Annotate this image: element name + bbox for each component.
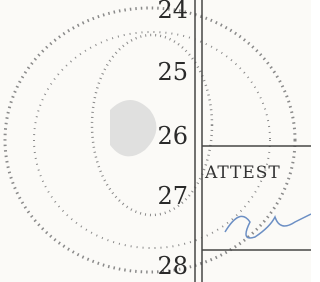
paper: [0, 0, 311, 282]
row-number: 26: [157, 122, 188, 150]
document-scan: 24 25 26 27 28 ATTEST: [0, 0, 311, 282]
row-number: 28: [157, 252, 188, 280]
row-number: 24: [157, 0, 188, 24]
row-number: 27: [157, 182, 188, 210]
row-number: 25: [157, 58, 188, 86]
attest-label: ATTEST: [204, 163, 281, 183]
